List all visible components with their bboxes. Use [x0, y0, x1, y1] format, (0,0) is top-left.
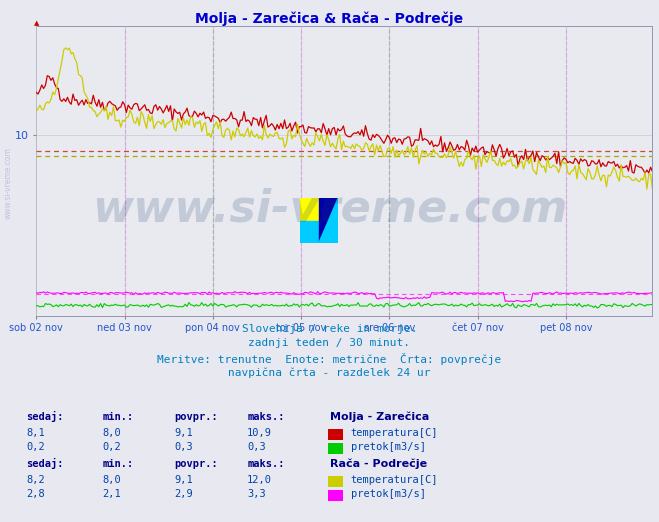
Text: povpr.:: povpr.:	[175, 459, 218, 469]
Text: pretok[m3/s]: pretok[m3/s]	[351, 489, 426, 499]
Text: Slovenija / reke in morje.: Slovenija / reke in morje.	[242, 324, 417, 334]
Text: min.:: min.:	[102, 459, 133, 469]
Bar	[300, 198, 319, 220]
Text: 0,2: 0,2	[26, 442, 45, 452]
Text: maks.:: maks.:	[247, 459, 285, 469]
Text: Molja - Zarečica: Molja - Zarečica	[330, 412, 429, 422]
Text: 0,3: 0,3	[175, 442, 193, 452]
Text: 12,0: 12,0	[247, 475, 272, 485]
Text: 3,3: 3,3	[247, 489, 266, 499]
Bar	[300, 220, 319, 243]
Text: 2,9: 2,9	[175, 489, 193, 499]
Text: ▲: ▲	[34, 20, 39, 26]
Text: sedaj:: sedaj:	[26, 458, 64, 469]
Text: 2,8: 2,8	[26, 489, 45, 499]
Text: min.:: min.:	[102, 412, 133, 422]
Bar	[319, 198, 338, 243]
Text: Rača - Podrečje: Rača - Podrečje	[330, 459, 426, 469]
Text: www.si-vreme.com: www.si-vreme.com	[3, 147, 13, 219]
Text: ▶: ▶	[0, 521, 1, 522]
Text: 0,3: 0,3	[247, 442, 266, 452]
Text: zadnji teden / 30 minut.: zadnji teden / 30 minut.	[248, 338, 411, 348]
Text: povpr.:: povpr.:	[175, 412, 218, 422]
Polygon shape	[319, 198, 338, 243]
Text: 0,2: 0,2	[102, 442, 121, 452]
Text: temperatura[C]: temperatura[C]	[351, 428, 438, 438]
Text: temperatura[C]: temperatura[C]	[351, 475, 438, 485]
Text: 10,9: 10,9	[247, 428, 272, 438]
Text: navpična črta - razdelek 24 ur: navpična črta - razdelek 24 ur	[228, 367, 431, 378]
Text: sedaj:: sedaj:	[26, 411, 64, 422]
Text: 2,1: 2,1	[102, 489, 121, 499]
Text: www.si-vreme.com: www.si-vreme.com	[92, 187, 567, 230]
Text: 9,1: 9,1	[175, 475, 193, 485]
Text: Meritve: trenutne  Enote: metrične  Črta: povprečje: Meritve: trenutne Enote: metrične Črta: …	[158, 353, 501, 365]
Text: 8,0: 8,0	[102, 475, 121, 485]
Text: 9,1: 9,1	[175, 428, 193, 438]
Text: pretok[m3/s]: pretok[m3/s]	[351, 442, 426, 452]
Text: 8,1: 8,1	[26, 428, 45, 438]
Text: 8,0: 8,0	[102, 428, 121, 438]
Text: Molja - Zarečica & Rača - Podrečje: Molja - Zarečica & Rača - Podrečje	[196, 11, 463, 26]
Text: 8,2: 8,2	[26, 475, 45, 485]
Text: maks.:: maks.:	[247, 412, 285, 422]
